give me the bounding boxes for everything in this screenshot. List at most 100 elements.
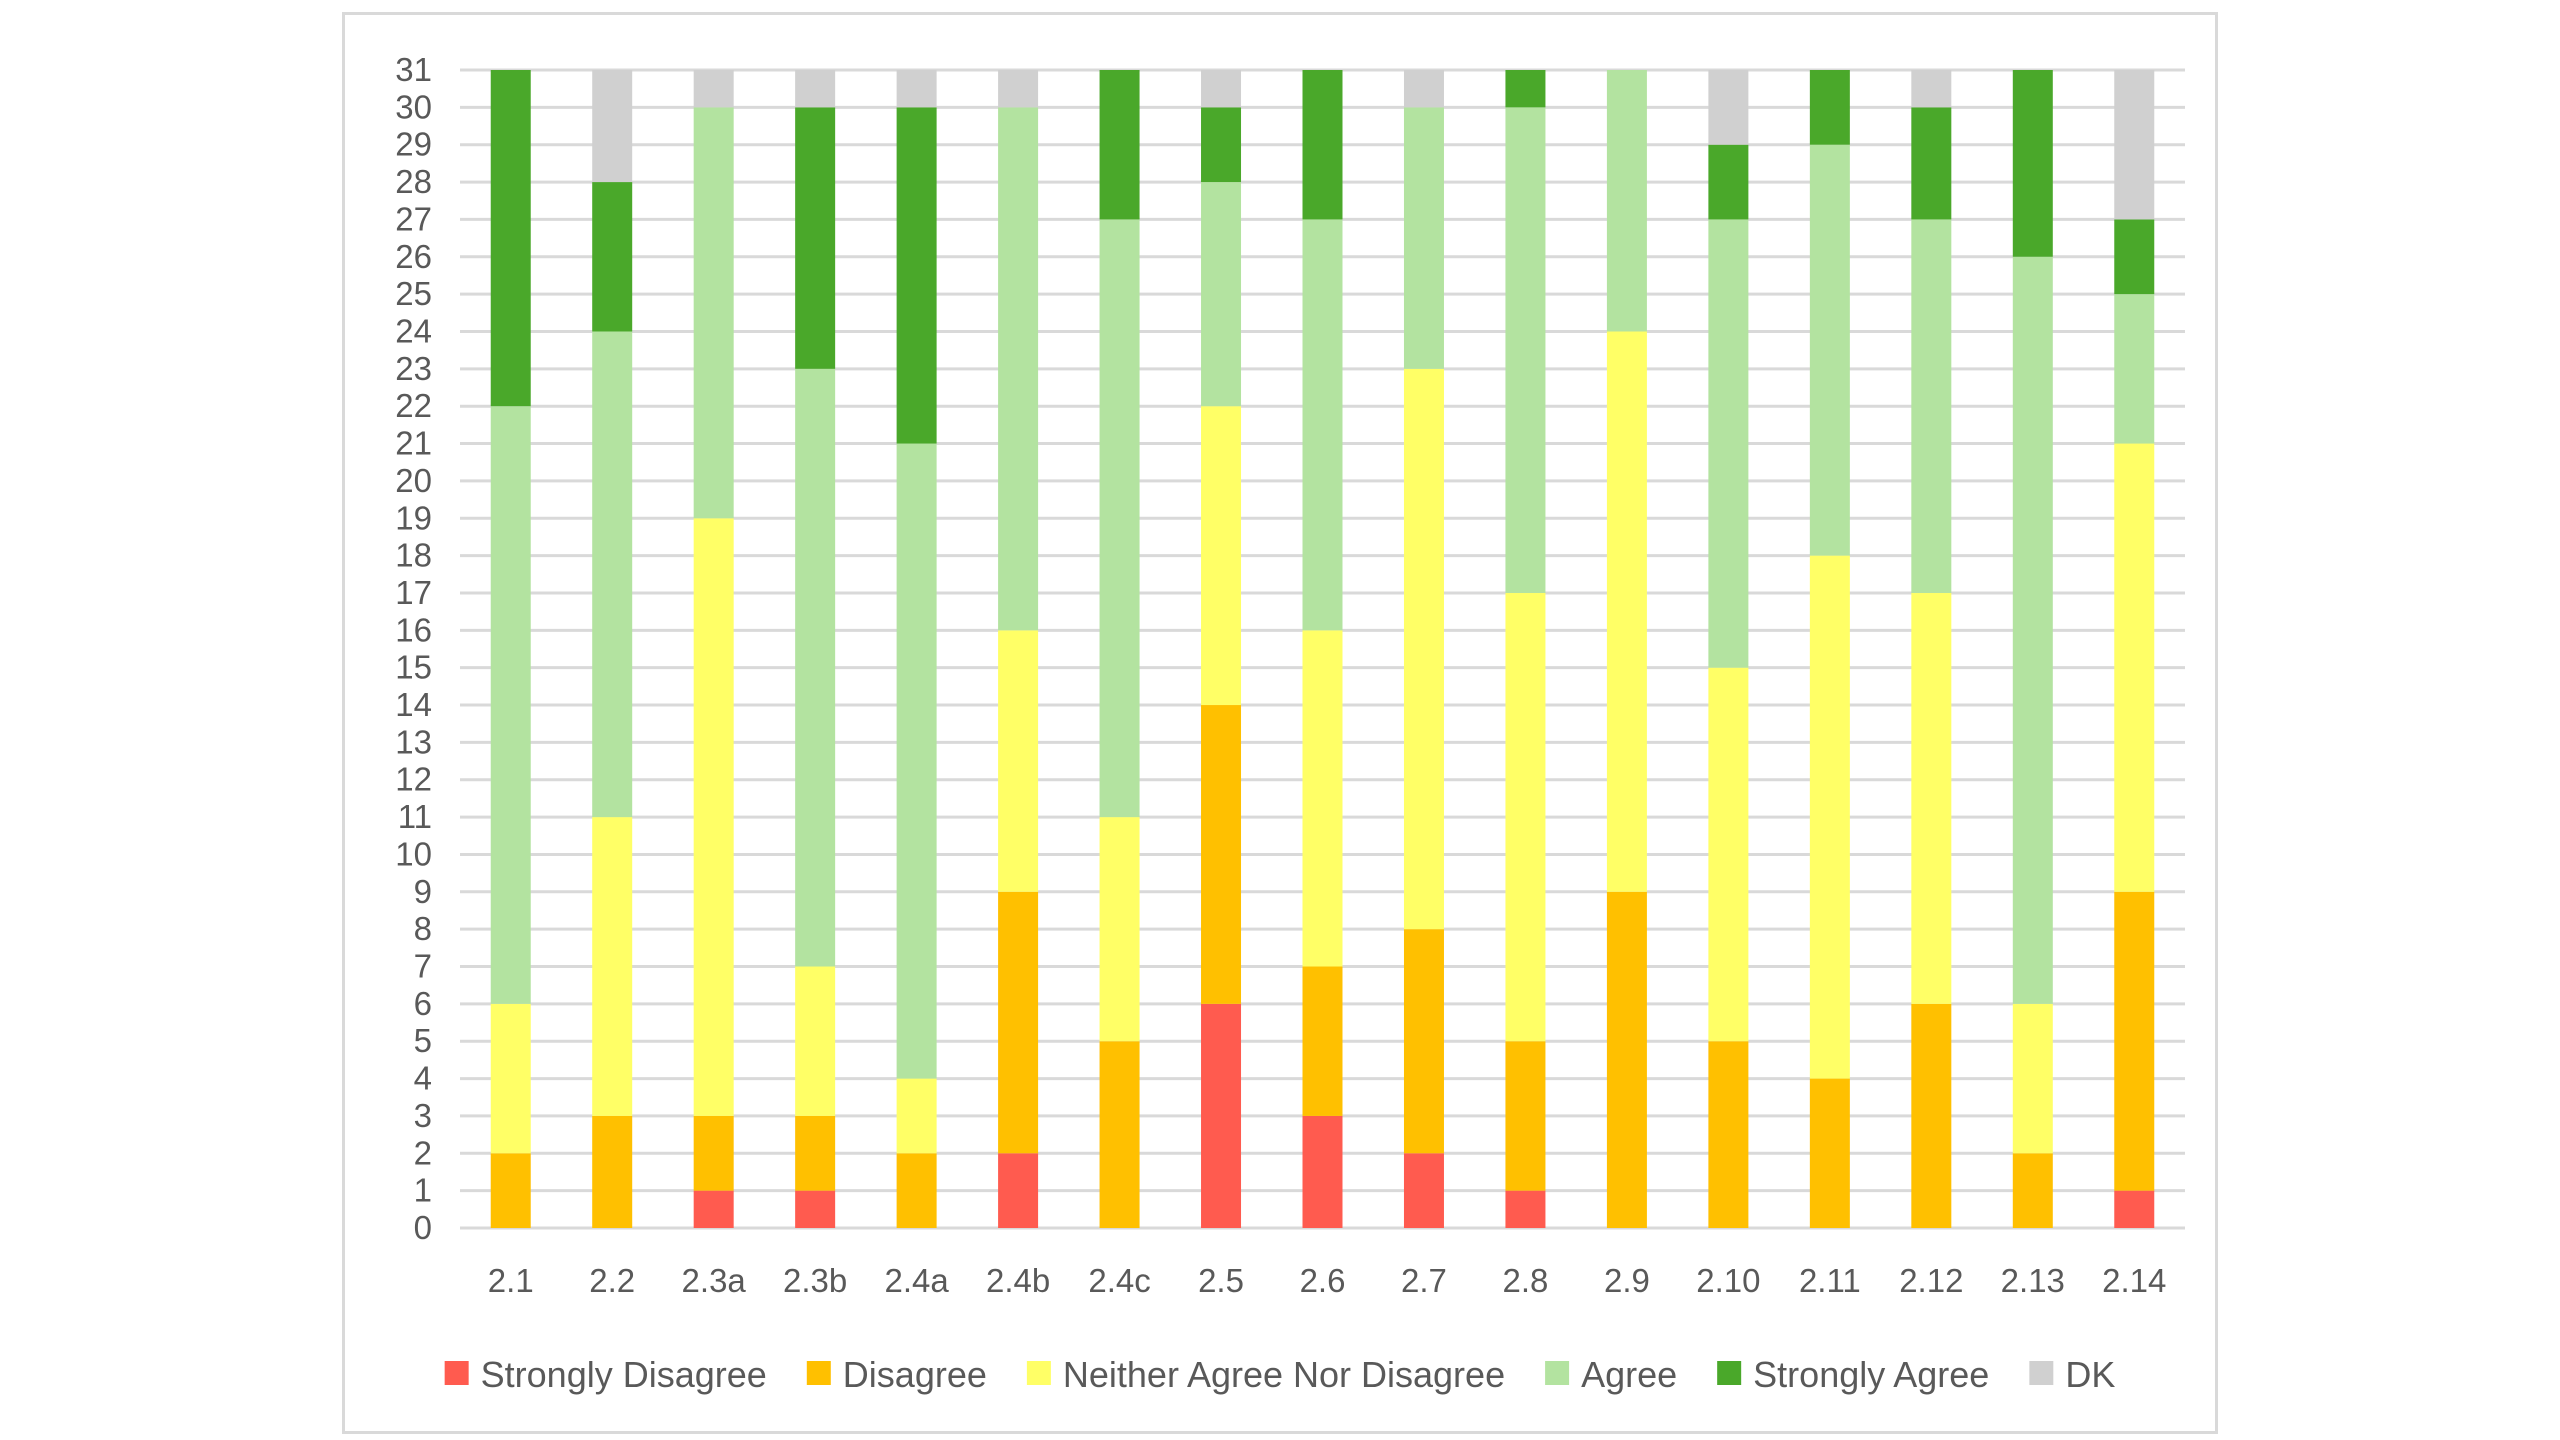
- y-tick-label: 15: [395, 649, 432, 686]
- bar-segment-dk: [998, 70, 1039, 108]
- bar-segment-disagree: [998, 891, 1039, 1154]
- x-tick-label: 2.9: [1604, 1262, 1650, 1299]
- y-tick-label: 29: [395, 126, 432, 163]
- y-tick-label: 19: [395, 499, 432, 536]
- x-tick-label: 2.4b: [986, 1262, 1050, 1299]
- y-tick-label: 3: [414, 1097, 432, 1134]
- legend-item-neither-agree-nor-disagree: Neither Agree Nor Disagree: [1026, 1354, 1505, 1395]
- legend-item-dk: DK: [2029, 1354, 2115, 1395]
- bar-segment-strongly-agree: [2114, 219, 2155, 295]
- bar-segment-strongly-disagree: [1505, 1190, 1546, 1228]
- y-tick-label: 1: [414, 1172, 432, 1209]
- legend: Strongly Disagree Disagree Neither Agree N…: [444, 1354, 2115, 1395]
- bar-segment-strongly-agree: [1911, 107, 1952, 220]
- bar-segment-dk: [896, 70, 937, 108]
- bar-segment-strongly-agree: [795, 107, 836, 369]
- bar-segment-agree: [1708, 219, 1749, 668]
- bar-segment-disagree: [693, 1115, 734, 1191]
- y-tick-label: 11: [398, 798, 432, 835]
- y-tick-label: 12: [395, 761, 432, 798]
- bar-segment-agree: [1606, 70, 1647, 332]
- bar-segment-disagree: [1809, 1078, 1850, 1228]
- y-tick-label: 24: [395, 312, 432, 349]
- bar-segment-strongly-agree: [490, 70, 531, 407]
- legend-label: Agree: [1581, 1354, 1677, 1395]
- x-tick-label: 2.4a: [885, 1262, 950, 1299]
- x-tick-label: 2.5: [1198, 1262, 1244, 1299]
- bar-segment-disagree: [2114, 891, 2155, 1191]
- y-tick-label: 30: [395, 88, 432, 125]
- bar-segment-neither-agree-nor-disagree: [795, 966, 836, 1116]
- bar-segment-strongly-disagree: [2114, 1190, 2155, 1228]
- bar-segment-neither-agree-nor-disagree: [1099, 817, 1140, 1042]
- x-tick-label: 2.14: [2102, 1262, 2166, 1299]
- bar-segment-disagree: [1302, 966, 1343, 1116]
- legend-swatch: [1545, 1361, 1570, 1385]
- y-tick-label: 16: [395, 611, 432, 648]
- bar-segment-strongly-agree: [1302, 70, 1343, 220]
- x-tick-label: 2.3a: [682, 1262, 747, 1299]
- bar-segment-disagree: [795, 1115, 836, 1191]
- bar-segment-neither-agree-nor-disagree: [1403, 368, 1444, 930]
- x-tick-label: 2.7: [1401, 1262, 1447, 1299]
- x-tick-label: 2.10: [1696, 1262, 1760, 1299]
- bar-segment-strongly-agree: [1708, 144, 1749, 220]
- legend-item-strongly-agree: Strongly Agree: [1717, 1354, 1989, 1395]
- bar-segment-strongly-agree: [1201, 107, 1242, 183]
- legend-swatch: [2029, 1361, 2054, 1385]
- stacked-bar-chart: 0123456789101112131415161718192021222324…: [395, 51, 2185, 1395]
- bar-segment-dk: [795, 70, 836, 108]
- bar-segment-dk: [1201, 70, 1242, 108]
- bar-segment-disagree: [1505, 1041, 1546, 1191]
- x-tick-label: 2.13: [2001, 1262, 2065, 1299]
- bar-segment-neither-agree-nor-disagree: [1708, 667, 1749, 1042]
- y-tick-label: 8: [414, 910, 432, 947]
- bar-segment-neither-agree-nor-disagree: [1302, 630, 1343, 967]
- bar-segment-agree: [1505, 107, 1546, 593]
- bar-segment-agree: [2012, 256, 2053, 1004]
- x-tick-label: 2.12: [1899, 1262, 1963, 1299]
- y-tick-label: 21: [395, 425, 432, 462]
- x-axis: 2.1 2.2 2.3a 2.3b 2.4a 2.4b 2.4c 2.5 2.6 2.7 2.8 2.…: [488, 1262, 2167, 1299]
- bar-segment-agree: [1403, 107, 1444, 369]
- y-axis: 0123456789101112131415161718192021222324…: [395, 51, 432, 1246]
- bar-segment-neither-agree-nor-disagree: [2114, 443, 2155, 892]
- bar-segment-disagree: [1606, 891, 1647, 1228]
- bar-segment-neither-agree-nor-disagree: [2012, 1003, 2053, 1154]
- bar-segment-strongly-agree: [896, 107, 937, 444]
- bar-segment-neither-agree-nor-disagree: [490, 1003, 531, 1154]
- x-tick-label: 2.6: [1300, 1262, 1346, 1299]
- bar-segment-strongly-agree: [592, 182, 633, 332]
- bar-segment-strongly-disagree: [795, 1190, 836, 1228]
- x-tick-label: 2.8: [1503, 1262, 1549, 1299]
- legend-label: Disagree: [843, 1354, 987, 1395]
- bar-segment-neither-agree-nor-disagree: [896, 1078, 937, 1154]
- bar-segment-neither-agree-nor-disagree: [592, 817, 633, 1116]
- y-tick-label: 31: [395, 51, 432, 88]
- legend-item-strongly-disagree: Strongly Disagree: [444, 1354, 767, 1395]
- bars: [490, 70, 2155, 1228]
- y-tick-label: 23: [395, 350, 432, 387]
- bar-segment-dk: [693, 70, 734, 108]
- bar-segment-dk: [1911, 70, 1952, 108]
- bar-segment-strongly-disagree: [1403, 1153, 1444, 1228]
- y-tick-label: 20: [395, 462, 432, 499]
- x-tick-label: 2.3b: [783, 1262, 847, 1299]
- x-tick-label: 2.2: [589, 1262, 635, 1299]
- x-tick-label: 2.4c: [1088, 1262, 1150, 1299]
- bar-segment-neither-agree-nor-disagree: [1505, 592, 1546, 1042]
- bar-segment-strongly-disagree: [998, 1153, 1039, 1228]
- y-tick-label: 22: [395, 387, 432, 424]
- chart-frame: 0 1 2 3 4 5 6 7 8 9 10 11 12 13 14 15 16 17 18 19 20 21 22 23 24…: [342, 12, 2218, 1434]
- legend-swatch: [806, 1361, 831, 1385]
- x-tick-label: 2.1: [488, 1262, 534, 1299]
- bar-segment-agree: [1302, 219, 1343, 631]
- y-tick-label: 5: [414, 1022, 432, 1059]
- bar-segment-disagree: [490, 1153, 531, 1228]
- y-tick-label: 4: [414, 1060, 432, 1097]
- bar-segment-disagree: [2012, 1153, 2053, 1228]
- legend-item-disagree: Disagree: [806, 1354, 987, 1395]
- bar-segment-disagree: [1201, 705, 1242, 1004]
- y-tick-label: 28: [395, 163, 432, 200]
- y-tick-label: 27: [395, 200, 432, 237]
